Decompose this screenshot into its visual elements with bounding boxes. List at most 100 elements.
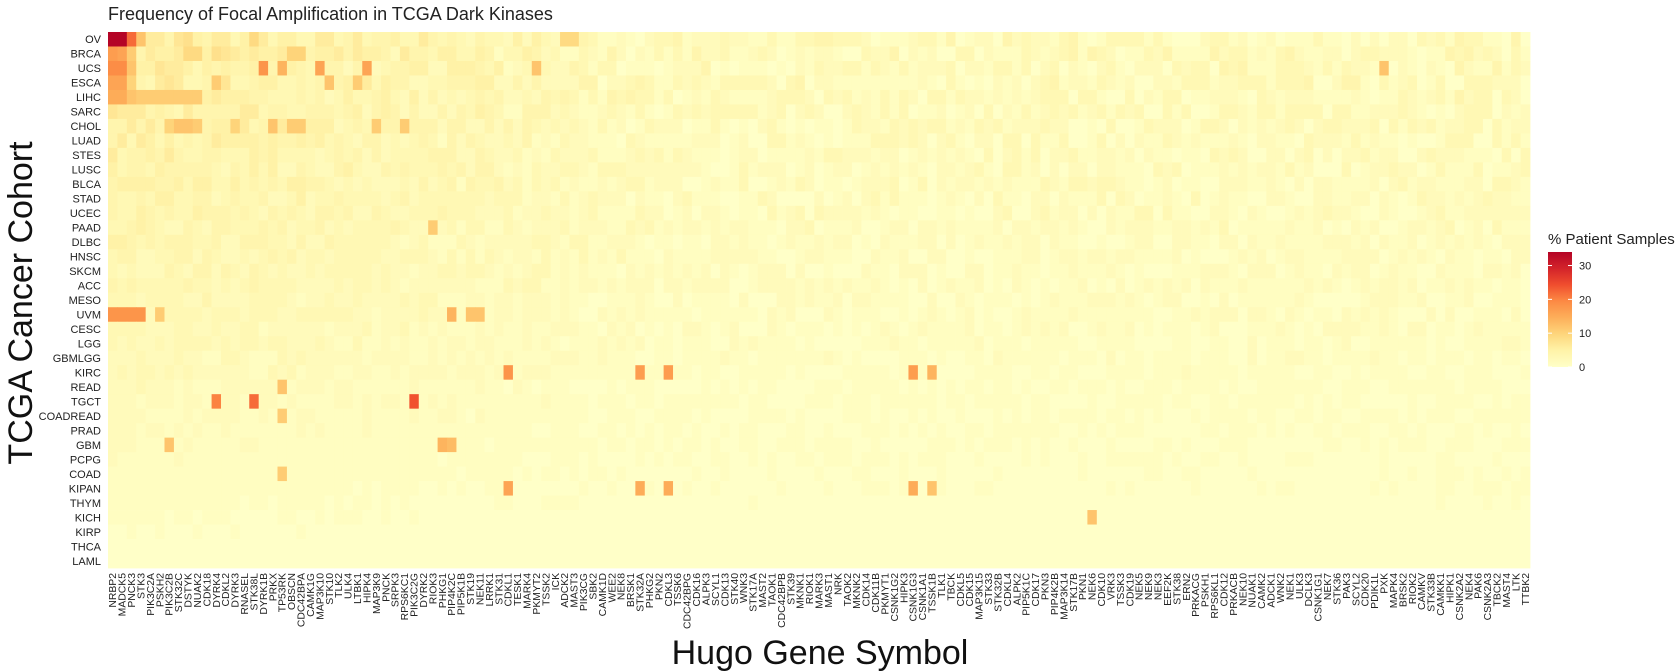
heatmap-cell [1087, 75, 1098, 91]
heatmap-cell [1388, 263, 1399, 279]
heatmap-cell [1068, 495, 1079, 511]
heatmap-cell [1294, 365, 1305, 381]
heatmap-cell [1190, 278, 1201, 294]
heatmap-cell [682, 481, 693, 496]
heatmap-cell [173, 394, 184, 410]
heatmap-cell [465, 423, 476, 439]
heatmap-cell [569, 60, 580, 76]
heatmap-cell [588, 321, 599, 337]
heatmap-cell [1369, 75, 1380, 91]
heatmap-cell [211, 249, 222, 265]
heatmap-cell [1322, 234, 1333, 250]
heatmap-cell [748, 292, 759, 308]
heatmap-cell [889, 365, 900, 381]
heatmap-cell [767, 46, 778, 62]
heatmap-cell [1388, 495, 1399, 511]
heatmap-cell [1228, 234, 1239, 250]
heatmap-cell [1294, 249, 1305, 265]
heatmap-cell [1303, 176, 1314, 192]
heatmap-cell [249, 495, 260, 511]
heatmap-cell [1492, 307, 1503, 323]
heatmap-cell [1369, 176, 1380, 192]
heatmap-cell [475, 147, 486, 163]
heatmap-cell [541, 263, 552, 279]
heatmap-cell [682, 408, 693, 424]
heatmap-cell [1341, 147, 1352, 163]
heatmap-cell [1181, 133, 1192, 149]
heatmap-cell [145, 89, 156, 105]
heatmap-cell [249, 336, 260, 352]
heatmap-cell [399, 176, 410, 192]
heatmap-cell [823, 220, 834, 236]
heatmap-cell [1379, 220, 1390, 236]
heatmap-cell [117, 104, 128, 120]
heatmap-cell [286, 365, 297, 381]
heatmap-cell [1030, 452, 1041, 467]
heatmap-cell [663, 147, 674, 163]
heatmap-cell [1435, 307, 1446, 323]
heatmap-cell [701, 147, 712, 163]
heatmap-cell [776, 263, 787, 279]
heatmap-cell [484, 466, 495, 482]
heatmap-cell [682, 336, 693, 352]
heatmap-cell [1030, 118, 1041, 134]
heatmap-cell [682, 452, 693, 467]
heatmap-cell [663, 481, 674, 496]
heatmap-cell [136, 321, 147, 337]
heatmap-cell [1360, 75, 1371, 91]
heatmap-cell [1087, 249, 1098, 265]
heatmap-cell [1077, 452, 1088, 467]
heatmap-cell [1360, 292, 1371, 308]
heatmap-cell [588, 452, 599, 467]
heatmap-cell [1115, 437, 1126, 453]
heatmap-cell [748, 408, 759, 424]
heatmap-cell [286, 481, 297, 496]
heatmap-cell [1153, 292, 1164, 308]
heatmap-cell [1332, 118, 1343, 134]
heatmap-cell [1172, 118, 1182, 134]
heatmap-cell [720, 350, 730, 366]
heatmap-cell [1351, 263, 1361, 279]
heatmap-cell [381, 365, 391, 381]
heatmap-cell [1426, 104, 1437, 120]
heatmap-cell [221, 350, 231, 366]
heatmap-cell [381, 321, 391, 337]
heatmap-cell [1021, 220, 1032, 236]
heatmap-cell [908, 118, 919, 134]
heatmap-cell [1256, 481, 1267, 496]
heatmap-cell [767, 321, 778, 337]
heatmap-cell [456, 147, 467, 163]
heatmap-cell [1445, 162, 1456, 178]
heatmap-cell [1322, 263, 1333, 279]
heatmap-cell [776, 60, 787, 76]
heatmap-cell [1341, 394, 1352, 410]
heatmap-cell [1303, 234, 1314, 250]
heatmap-cell [1492, 394, 1503, 410]
heatmap-cell [1492, 234, 1503, 250]
heatmap-cell [1369, 60, 1380, 76]
heatmap-cell [1492, 176, 1503, 192]
heatmap-cell [1426, 60, 1437, 76]
heatmap-cell [1190, 408, 1201, 424]
heatmap-cell [1407, 75, 1418, 91]
heatmap-cell [795, 466, 806, 482]
heatmap-cell [1049, 365, 1060, 381]
heatmap-cell [625, 408, 636, 424]
heatmap-cell [625, 263, 636, 279]
heatmap-cell [202, 394, 212, 410]
heatmap-cell [484, 394, 495, 410]
heatmap-cell [1275, 292, 1286, 308]
heatmap-cell [927, 365, 938, 381]
heatmap-cell [268, 263, 278, 279]
heatmap-cell [1360, 46, 1371, 62]
heatmap-cell [663, 191, 674, 207]
heatmap-cell [1426, 220, 1437, 236]
heatmap-cell [362, 147, 373, 163]
heatmap-cell [155, 133, 165, 149]
heatmap-cell [371, 191, 382, 207]
heatmap-cell [409, 191, 420, 207]
heatmap-cell [1247, 249, 1258, 265]
heatmap-cell [1096, 104, 1107, 120]
heatmap-cell [1416, 379, 1427, 395]
heatmap-cell [578, 162, 589, 178]
